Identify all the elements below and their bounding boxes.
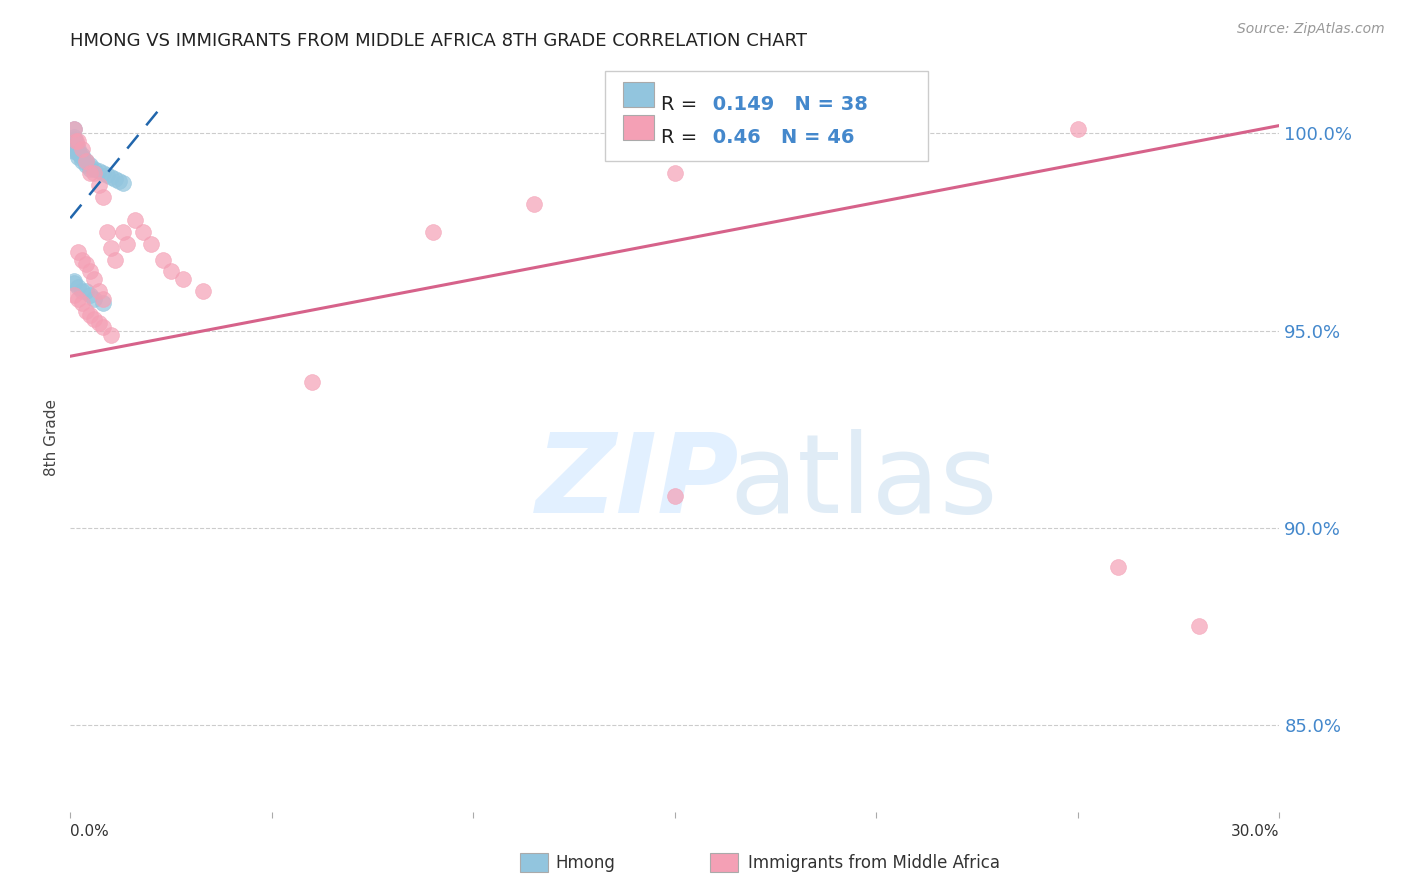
Point xyxy=(193,284,215,298)
Point xyxy=(79,308,101,322)
Point xyxy=(63,277,86,291)
Point xyxy=(67,292,90,306)
Point xyxy=(63,142,86,156)
Point xyxy=(67,142,90,156)
Point xyxy=(63,140,86,154)
Point xyxy=(91,189,114,203)
Point xyxy=(67,146,90,161)
Point xyxy=(83,166,105,180)
Text: Immigrants from Middle Africa: Immigrants from Middle Africa xyxy=(748,854,1000,871)
Point xyxy=(139,236,162,251)
Point xyxy=(75,284,97,298)
Point xyxy=(67,144,90,158)
Point xyxy=(100,327,122,342)
Point xyxy=(63,134,86,148)
Point xyxy=(75,256,97,270)
Point xyxy=(124,213,146,227)
Text: 30.0%: 30.0% xyxy=(1232,823,1279,838)
Point xyxy=(75,154,97,169)
Point xyxy=(100,241,122,255)
Point xyxy=(83,292,105,306)
Text: atlas: atlas xyxy=(730,428,998,535)
Text: 0.149   N = 38: 0.149 N = 38 xyxy=(706,95,868,114)
Point xyxy=(72,296,94,310)
Point xyxy=(1107,560,1129,574)
Point xyxy=(87,178,110,192)
Point xyxy=(91,292,114,306)
Point xyxy=(87,284,110,298)
Point xyxy=(75,158,97,172)
Text: R =: R = xyxy=(661,95,703,114)
Point xyxy=(115,236,138,251)
Point xyxy=(67,134,90,148)
Point xyxy=(152,252,174,267)
Text: R =: R = xyxy=(661,128,703,146)
Point xyxy=(664,166,686,180)
Point xyxy=(87,164,110,178)
Point xyxy=(79,288,101,302)
Point xyxy=(72,142,94,156)
Point xyxy=(62,122,84,136)
Point xyxy=(1067,122,1090,136)
Point xyxy=(111,176,134,190)
Text: ZIP: ZIP xyxy=(536,428,740,535)
Point xyxy=(63,138,86,153)
Point xyxy=(83,311,105,326)
Point xyxy=(172,272,194,286)
Point xyxy=(72,154,94,169)
Point xyxy=(664,489,686,503)
Point xyxy=(62,130,84,145)
Point xyxy=(111,225,134,239)
Point xyxy=(72,252,94,267)
Text: 0.46   N = 46: 0.46 N = 46 xyxy=(706,128,855,146)
Point xyxy=(62,274,84,288)
Point xyxy=(301,375,323,389)
Point xyxy=(65,142,87,156)
Y-axis label: 8th Grade: 8th Grade xyxy=(44,399,59,475)
Point xyxy=(523,197,546,211)
Point xyxy=(67,150,90,164)
Point xyxy=(63,132,86,146)
Point xyxy=(91,166,114,180)
Point xyxy=(79,161,101,176)
Point xyxy=(87,316,110,330)
Point xyxy=(100,169,122,184)
Text: Source: ZipAtlas.com: Source: ZipAtlas.com xyxy=(1237,22,1385,37)
Point xyxy=(65,134,87,148)
Point xyxy=(160,264,183,278)
Point xyxy=(104,171,127,186)
Point xyxy=(83,272,105,286)
Text: HMONG VS IMMIGRANTS FROM MIDDLE AFRICA 8TH GRADE CORRELATION CHART: HMONG VS IMMIGRANTS FROM MIDDLE AFRICA 8… xyxy=(70,32,807,50)
Point xyxy=(132,225,155,239)
Point xyxy=(72,150,94,164)
Point xyxy=(96,225,118,239)
Text: Hmong: Hmong xyxy=(555,854,616,871)
Point xyxy=(96,168,118,182)
Point xyxy=(69,148,91,162)
Point xyxy=(65,136,87,151)
Point xyxy=(83,161,105,176)
Point xyxy=(865,138,887,153)
Point xyxy=(79,158,101,172)
Point xyxy=(91,296,114,310)
Text: 0.0%: 0.0% xyxy=(70,823,110,838)
Point xyxy=(79,166,101,180)
Point xyxy=(107,174,129,188)
Point xyxy=(91,319,114,334)
Point xyxy=(67,244,90,259)
Point xyxy=(422,225,444,239)
Point xyxy=(72,148,94,162)
Point xyxy=(75,304,97,318)
Point xyxy=(1188,619,1211,633)
Point xyxy=(75,154,97,169)
Point xyxy=(104,252,127,267)
Point xyxy=(79,264,101,278)
Point xyxy=(63,144,86,158)
Point xyxy=(63,288,86,302)
Point xyxy=(72,284,94,298)
Point xyxy=(67,280,90,294)
Point xyxy=(63,122,86,136)
